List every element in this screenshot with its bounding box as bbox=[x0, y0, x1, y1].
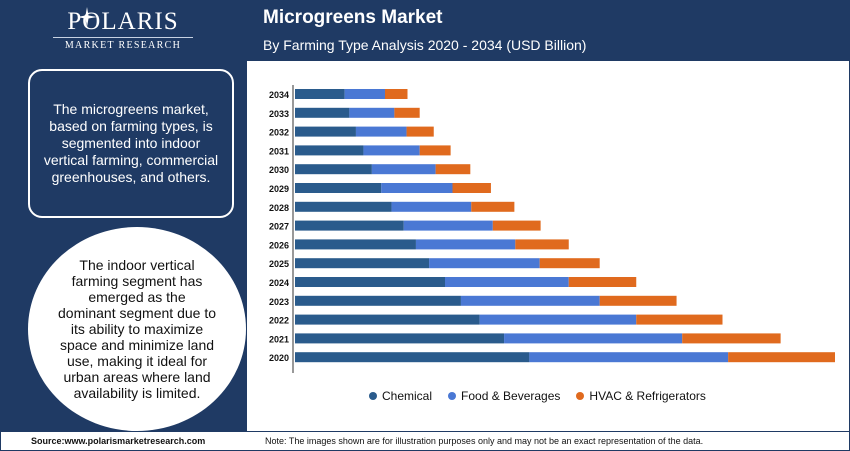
y-tick-label: 2021 bbox=[269, 334, 289, 344]
bar-segment bbox=[599, 295, 677, 306]
y-tick-label: 2034 bbox=[269, 90, 289, 100]
bar-segment bbox=[295, 258, 430, 269]
y-tick-label: 2027 bbox=[269, 222, 289, 232]
y-tick-label: 2032 bbox=[269, 128, 289, 138]
y-tick-label: 2031 bbox=[269, 146, 289, 156]
bar-segment bbox=[295, 201, 392, 212]
bar-segment bbox=[479, 314, 637, 325]
bar-segment bbox=[371, 164, 436, 175]
legend-label-chemical: Chemical bbox=[382, 389, 433, 403]
bar-segment bbox=[295, 333, 505, 344]
bar-segment bbox=[471, 201, 515, 212]
legend-item-hvac: HVAC & Refrigerators bbox=[576, 389, 706, 403]
bar-segment bbox=[295, 295, 461, 306]
info-box: The microgreens market, based on farming… bbox=[28, 69, 234, 218]
bar-segment bbox=[504, 333, 683, 344]
bar-segment bbox=[295, 220, 404, 231]
y-tick-label: 2022 bbox=[269, 316, 289, 326]
bar-segment bbox=[385, 89, 408, 99]
bar-segment bbox=[568, 277, 637, 287]
y-tick-label: 2025 bbox=[269, 259, 289, 269]
header-band bbox=[247, 1, 849, 61]
brand-subtitle: MARKET RESEARCH bbox=[53, 37, 193, 51]
bar-segment bbox=[636, 314, 723, 325]
note-text: Note: The images shown are for illustrat… bbox=[265, 436, 704, 446]
bar-segment bbox=[492, 220, 541, 231]
bar-segment bbox=[349, 107, 395, 118]
bar-segment bbox=[355, 126, 407, 137]
bar-segment bbox=[429, 258, 540, 269]
brand-logo: POLARIS MARKET RESEARCH bbox=[53, 9, 193, 51]
chart-legend: Chemical Food & Beverages HVAC & Refrige… bbox=[369, 389, 706, 403]
y-tick-label: 2020 bbox=[269, 353, 289, 363]
source-text: Source:www.polarismarketresearch.com bbox=[31, 436, 206, 446]
bar-segment bbox=[394, 107, 420, 118]
y-tick-label: 2026 bbox=[269, 240, 289, 250]
bar-segment bbox=[295, 164, 372, 175]
bar-segment bbox=[460, 295, 600, 306]
brand-name: POLARIS bbox=[67, 8, 179, 35]
bar-segment bbox=[363, 145, 420, 156]
info-circle: The indoor vertical farming segment has … bbox=[28, 227, 246, 431]
bar-segment bbox=[295, 277, 445, 287]
bar-segment bbox=[406, 126, 434, 137]
bar-segment bbox=[515, 239, 569, 250]
bar-segment bbox=[295, 107, 350, 118]
bar-segment bbox=[419, 145, 451, 156]
bar-segment bbox=[435, 164, 471, 175]
bar-segment bbox=[415, 239, 516, 250]
legend-swatch-food bbox=[448, 392, 457, 400]
bar-segment bbox=[682, 333, 781, 344]
y-tick-label: 2024 bbox=[269, 278, 289, 288]
chart-title: Microgreens Market bbox=[263, 7, 443, 28]
y-tick-label: 2030 bbox=[269, 165, 289, 175]
legend-swatch-chemical bbox=[369, 392, 377, 400]
legend-label-hvac: HVAC & Refrigerators bbox=[589, 389, 706, 403]
legend-label-food: Food & Beverages bbox=[461, 389, 561, 403]
legend-swatch-hvac bbox=[576, 392, 585, 400]
y-tick-label: 2028 bbox=[269, 203, 289, 213]
bar-segment bbox=[445, 277, 569, 287]
chart-subtitle: By Farming Type Analysis 2020 - 2034 (US… bbox=[263, 37, 587, 53]
stacked-bar-chart: 2034 2033 2032 2031 2030 2029 2028 2027 2026 2025… bbox=[269, 85, 835, 373]
legend-item-chemical: Chemical bbox=[369, 389, 432, 403]
compass-star-icon bbox=[77, 7, 97, 27]
bar-segment bbox=[295, 126, 356, 137]
bar-segment bbox=[391, 201, 472, 212]
bar-segment bbox=[295, 89, 345, 99]
bar-segment bbox=[344, 89, 385, 99]
bar-segment bbox=[452, 183, 491, 193]
bar-segment bbox=[295, 239, 416, 250]
y-tick-label: 2029 bbox=[269, 184, 289, 194]
y-tick-label: 2033 bbox=[269, 109, 289, 119]
sidebar-panel: POLARIS MARKET RESEARCH The microgreens … bbox=[1, 1, 247, 431]
bar-segment bbox=[295, 314, 480, 325]
legend-item-food: Food & Beverages bbox=[448, 389, 560, 403]
bar-segment bbox=[295, 352, 530, 363]
bar-segment bbox=[728, 352, 835, 363]
bar-segment bbox=[539, 258, 600, 269]
y-tick-label: 2023 bbox=[269, 297, 289, 307]
footer: Source:www.polarismarketresearch.com Not… bbox=[1, 431, 849, 451]
bar-segment bbox=[403, 220, 493, 231]
bar-segment bbox=[295, 145, 364, 156]
bar-segment bbox=[529, 352, 729, 363]
bar-segment bbox=[295, 183, 382, 193]
bar-segment bbox=[381, 183, 453, 193]
